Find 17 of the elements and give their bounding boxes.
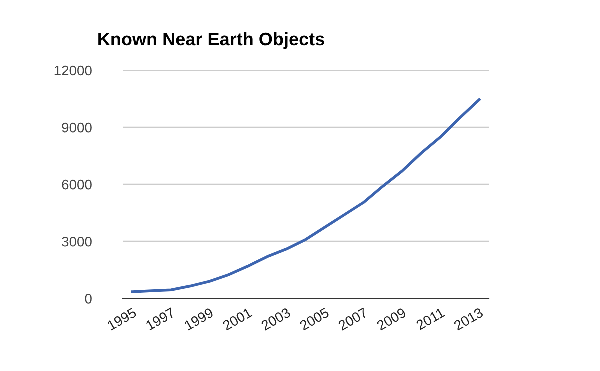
x-tick-label: 1995 bbox=[106, 308, 138, 331]
y-tick-label: 3000 bbox=[62, 236, 92, 247]
y-tick-label: 0 bbox=[85, 294, 92, 304]
x-tick-label: 2001 bbox=[222, 308, 253, 331]
x-tick-label: 2009 bbox=[376, 308, 407, 331]
x-tick-label: 2005 bbox=[299, 308, 330, 331]
x-tick-label: 2011 bbox=[416, 308, 446, 330]
x-tick-label: 1997 bbox=[146, 308, 176, 331]
chart-title: Known Near Earth Objects bbox=[98, 32, 324, 50]
y-tick-label: 12000 bbox=[54, 66, 92, 76]
line-series bbox=[131, 98, 481, 294]
y-tick-label: 6000 bbox=[62, 180, 92, 190]
x-tick-label: 2003 bbox=[260, 308, 292, 331]
x-tick-label: 2013 bbox=[453, 308, 484, 331]
x-tick-label: 1999 bbox=[184, 308, 214, 331]
y-tick-label: 9000 bbox=[62, 122, 92, 133]
x-tick-label: 2007 bbox=[338, 308, 368, 331]
